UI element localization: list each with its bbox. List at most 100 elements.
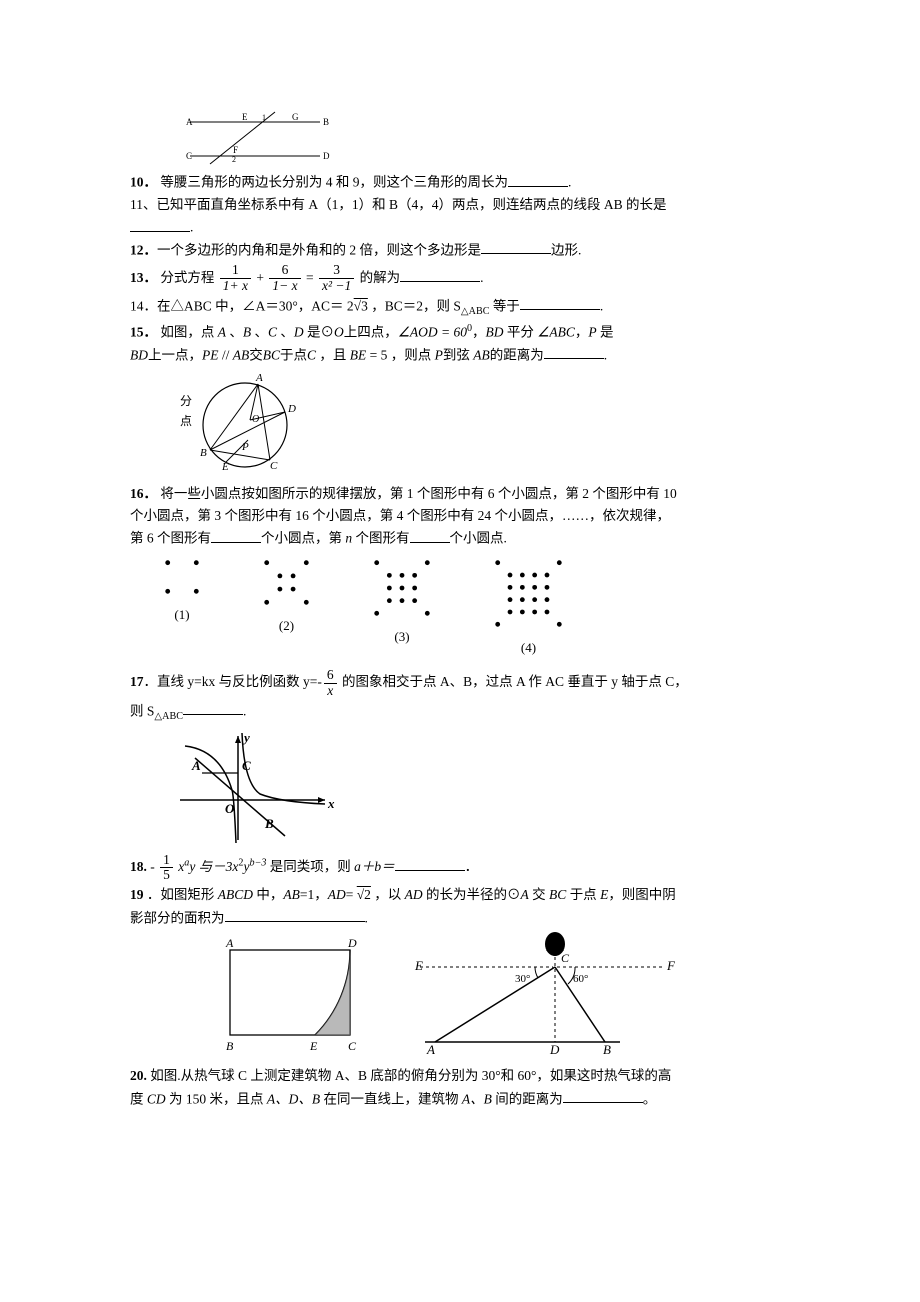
q13-n1: 1 [220,263,251,279]
q11-blank [130,217,190,232]
q15-AB2: AB [473,347,490,362]
q11-tail: . [190,220,193,235]
q14-num: 14． [130,298,157,313]
q14-blank [520,296,600,311]
q15-num: 15． [130,325,157,340]
q20-CD: CD [147,1091,166,1106]
q14-sub: △ABC [461,306,490,317]
q16-l2t: 个小圆点，第 3 个图形中有 16 个小圆点，第 4 个图形中有 24 个小圆点… [130,508,670,523]
q14: 14．在△ABC 中，∠A＝30°，AC＝ 2√3 ，BC＝2，则 S△ABC … [130,296,790,319]
dot-pattern-3: (3) [369,555,435,647]
q15-D: D [294,325,304,340]
q19-ABCD: ABCD [218,887,253,902]
fr-D: D [347,936,357,950]
q15-l1b: 是⊙ [304,325,334,340]
q15-c1: ， [472,325,486,340]
q19-tail: . [365,910,368,925]
q16-l3: 第 6 个图形有个小圆点，第 n 个图形有个小圆点. [130,528,790,549]
q15-ABC: ∠ABC [537,325,575,340]
q15-C: C [268,325,277,340]
fc-A: A [255,372,263,384]
lbl-D: D [323,151,330,161]
q20-l1: 20. 如图.从热气球 C 上测定建筑物 A、B 底部的俯角分别为 30°和 6… [130,1066,790,1086]
q16-blank1 [211,528,261,543]
dot-pattern-4: (4) [490,555,567,658]
figure-q15-circle: 分 点 A B C D O P E [170,370,790,480]
q18: 18. - 15 xay 与－3x2yb−3 是同类项，则 a＋b＝． [130,852,790,883]
q16-l1: 16． 将一些小圆点按如图所示的规律摆放，第 1 个图形中有 6 个小圆点，第 … [130,484,790,504]
q18-ab: a＋b＝ [354,859,395,874]
q16-l2: 个小圆点，第 3 个图形中有 16 个小圆点，第 4 个图形中有 24 个小圆点… [130,506,790,526]
lbl-A: A [186,117,193,127]
q12: 12．一个多边形的内角和是外角和的 2 倍，则这个多边形是边形. [130,240,790,261]
fc-C: C [270,460,278,472]
fc-fen: 分 [180,394,192,408]
q15-B: B [243,325,251,340]
fb-D: D [549,1042,560,1057]
q15-AB: AB [233,347,250,362]
lbl-C: C [186,151,192,161]
q13-n2: 6 [269,263,300,279]
q20-l2c: 在同一直线上，建筑物 [320,1091,462,1106]
q15-l2b: 上一点， [148,347,202,362]
fc-P: P [241,441,249,453]
q17-l1b: 的图象相交于点 A、B，过点 A 作 AC 垂直于 y 轴于点 C， [339,674,688,689]
q10-tail: . [568,175,571,190]
q13: 13． 分式方程 11+ x + 61− x = 3x² −1 的解为. [130,263,790,294]
q16-l3c: 个图形有 [352,531,409,546]
q15-l1a: 如图，点 [157,325,218,340]
q19-num: 19 [130,887,144,902]
q11b: . [130,217,790,238]
fg-y: y [242,730,250,745]
fc-E: E [221,461,229,473]
q15-P2: P [435,347,443,362]
q19-l1b: 中， [253,887,283,902]
q15-l2d: 到弦 [443,347,473,362]
lbl-2: 2 [232,155,236,164]
q15-par: // [219,347,233,362]
q18-m1: x [175,859,184,874]
q18-m2: y 与－3x [189,859,238,874]
q17-blank [183,701,243,716]
fb-F: F [666,958,676,973]
fb-E: E [414,958,423,973]
q20-l2a: 度 [130,1091,147,1106]
q19-sqrt2: √2 [357,887,371,902]
q20-tail: 。 [643,1091,657,1106]
q15-l2: BD上一点，PE // AB交BC于点C ，且 BE = 5 ，则点 P到弦 A… [130,345,790,366]
fb-C: C [561,951,570,965]
q14-tail: . [600,298,603,313]
q19-blank [225,908,365,923]
q13-d2: 1− x [269,279,300,294]
q19-l1g: ，则图中阴 [608,887,676,902]
dot-pattern-2: (2) [259,555,314,636]
q19-l1: 19 ．如图矩形 ABCD 中，AB=1，AD= √2 ，以 AD 的长为半径的… [130,885,790,905]
q15-at: 于点 [280,347,307,362]
q15-P: P [588,325,596,340]
q15-l1c: 上四点， [344,325,398,340]
q18-frac: 15 [160,853,173,884]
q16-num: 16． [130,486,157,501]
q13-d1: 1+ x [220,279,251,294]
fg-O: O [225,801,235,816]
q16-l1t: 将一些小圆点按如图所示的规律摆放，第 1 个图形中有 6 个小圆点，第 2 个图… [157,486,677,501]
q15-s3: 、 [277,325,294,340]
q19-AD2: AD [405,887,423,902]
q13-lead: 分式方程 [160,270,214,285]
q19-l2a: 影部分的面积为 [130,910,225,925]
q15-l2a: BD [130,347,148,362]
q15-BD: BD [486,325,504,340]
q19-BC: BC [549,887,566,902]
fb-60: 60° [573,973,588,985]
fr-B: B [226,1039,234,1053]
q20-l1t: 如图.从热气球 C 上测定建筑物 A、B 底部的俯角分别为 30°和 60°，如… [147,1068,672,1083]
fb-30: 30° [515,973,530,985]
q19-l1c: ，以 [371,887,405,902]
q13-mid: 的解为 [360,270,401,285]
q15-l1e: 是 [597,325,614,340]
figure-q16-dots: (1)(2)(3)(4) [160,555,790,658]
q17-sub: △ABC [154,711,183,722]
q14-t3: 等于 [489,298,519,313]
q17-l2: 则 S△ABC. [130,701,790,724]
q18-fn: 1 [160,853,173,869]
